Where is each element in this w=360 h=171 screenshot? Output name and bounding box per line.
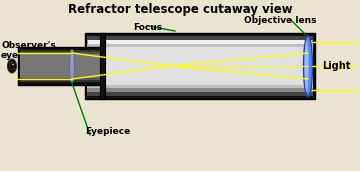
Bar: [18, 47, 103, 85]
Bar: [20, 52, 101, 80]
Text: Observer's
eye: Observer's eye: [1, 41, 56, 60]
Ellipse shape: [69, 49, 75, 82]
Text: Objective lens: Objective lens: [244, 16, 316, 25]
Bar: [101, 33, 105, 47]
Bar: [88, 89, 312, 92]
Text: Focus: Focus: [134, 23, 163, 32]
Bar: [20, 54, 101, 78]
Ellipse shape: [10, 63, 14, 69]
Text: Eyepiece: Eyepiece: [85, 127, 131, 136]
Text: Refractor telescope cutaway view: Refractor telescope cutaway view: [68, 3, 292, 16]
Text: Light: Light: [322, 61, 350, 71]
Ellipse shape: [305, 41, 309, 91]
Ellipse shape: [8, 59, 17, 73]
Bar: [87, 40, 313, 92]
Ellipse shape: [303, 36, 312, 96]
Bar: [85, 33, 315, 99]
Bar: [87, 47, 313, 85]
Bar: [101, 85, 105, 99]
Ellipse shape: [9, 62, 15, 70]
Bar: [100, 33, 105, 99]
Bar: [20, 50, 101, 82]
Bar: [87, 44, 313, 88]
Bar: [88, 40, 312, 44]
Bar: [87, 36, 313, 96]
Ellipse shape: [12, 64, 14, 65]
